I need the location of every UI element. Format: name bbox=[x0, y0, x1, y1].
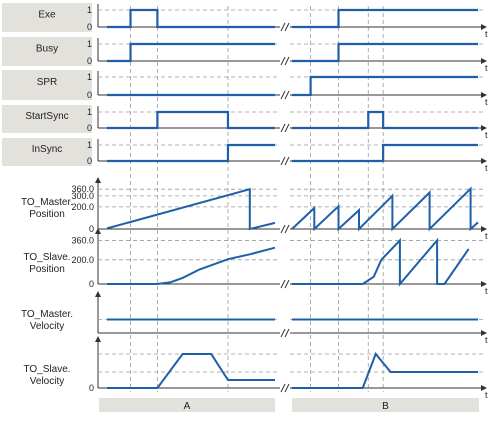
signal-label: TO_Slave. bbox=[23, 252, 70, 263]
axis-arrow bbox=[95, 177, 101, 183]
signal-label-box bbox=[2, 138, 92, 166]
tick-label: 200.0 bbox=[71, 255, 94, 265]
axis-arrow bbox=[95, 228, 101, 234]
tick-label: 0 bbox=[89, 224, 94, 234]
axis-arrow bbox=[481, 226, 487, 232]
axis-arrow bbox=[95, 336, 101, 342]
axis-arrow bbox=[481, 158, 487, 164]
axis-break-mark bbox=[284, 22, 290, 32]
axis-break-mark bbox=[284, 156, 290, 166]
tick-label: 1 bbox=[87, 5, 92, 15]
axis-arrow bbox=[481, 330, 487, 336]
phase-section-label: B bbox=[382, 401, 389, 412]
tick-label: 0 bbox=[87, 22, 92, 32]
axis-arrow bbox=[481, 125, 487, 131]
waveform-insync-left bbox=[107, 143, 275, 163]
signal-label: Exe bbox=[38, 10, 56, 21]
time-axis-label: t bbox=[485, 63, 488, 73]
signal-label: Velocity bbox=[30, 376, 64, 387]
signal-label: Position bbox=[29, 209, 65, 220]
tick-label: 1 bbox=[87, 140, 92, 150]
waveform-exe-right bbox=[292, 8, 478, 29]
curve-3-right bbox=[292, 352, 478, 389]
axis-arrow bbox=[481, 58, 487, 64]
waveform-insync-right bbox=[292, 143, 478, 163]
axis-break-mark bbox=[284, 383, 290, 393]
curve-0-right bbox=[291, 186, 479, 232]
time-axis-label: t bbox=[485, 231, 488, 241]
axis-break-mark bbox=[280, 156, 286, 166]
signal-label-box bbox=[2, 3, 92, 32]
axis-break-mark bbox=[280, 279, 286, 289]
curve-1-left bbox=[107, 246, 276, 285]
waveform-spr-right bbox=[292, 75, 478, 97]
axis-break-mark bbox=[284, 224, 290, 234]
axis-arrow bbox=[481, 385, 487, 391]
signal-label: InSync bbox=[32, 144, 63, 155]
tick-label: 0 bbox=[89, 383, 94, 393]
curve-1-right bbox=[292, 237, 470, 287]
axis-arrow bbox=[481, 281, 487, 287]
tick-label: 0 bbox=[87, 56, 92, 66]
time-axis-label: t bbox=[485, 130, 488, 140]
tick-label: 0 bbox=[89, 279, 94, 289]
phase-section-box bbox=[292, 398, 479, 412]
axis-break-mark bbox=[284, 56, 290, 66]
tick-label: 300.0 bbox=[71, 191, 94, 201]
signal-label-box bbox=[2, 70, 92, 100]
time-axis-label: t bbox=[485, 163, 488, 173]
signal-label: TO_Master. bbox=[21, 309, 73, 320]
curve-3-left bbox=[107, 353, 275, 389]
axis-arrow bbox=[481, 92, 487, 98]
axis-break-mark bbox=[280, 56, 286, 66]
tick-label: 1 bbox=[87, 39, 92, 49]
time-axis-label: t bbox=[485, 335, 488, 345]
waveform-startsync-left bbox=[107, 110, 275, 130]
signal-label: SPR bbox=[37, 77, 58, 88]
axis-break-mark bbox=[280, 383, 286, 393]
axis-break-mark bbox=[284, 90, 290, 100]
tick-label: 1 bbox=[87, 107, 92, 117]
axis-break-mark bbox=[280, 90, 286, 100]
tick-label: 200.0 bbox=[71, 202, 94, 212]
signal-label-box bbox=[2, 37, 92, 66]
axis-break-mark bbox=[280, 224, 286, 234]
signal-label: Busy bbox=[36, 44, 58, 55]
axis-break-mark bbox=[280, 328, 286, 338]
tick-label: 0 bbox=[87, 156, 92, 166]
phase-section-label: A bbox=[184, 401, 191, 412]
curve-0-left bbox=[106, 187, 276, 231]
tick-label: 360.0 bbox=[71, 235, 94, 245]
time-axis-label: t bbox=[485, 390, 488, 400]
time-axis-label: t bbox=[485, 29, 488, 39]
axis-break-mark bbox=[280, 22, 286, 32]
axis-break-mark bbox=[284, 279, 290, 289]
signal-label: Velocity bbox=[30, 321, 64, 332]
tick-label: 1 bbox=[87, 72, 92, 82]
axis-break-mark bbox=[284, 328, 290, 338]
waveform-busy-right bbox=[292, 42, 478, 63]
axis-arrow bbox=[481, 24, 487, 30]
signal-label: Position bbox=[29, 264, 65, 275]
time-axis-label: t bbox=[485, 286, 488, 296]
phase-section-box bbox=[99, 398, 275, 412]
waveform-busy-left bbox=[107, 42, 275, 63]
axis-break-mark bbox=[280, 123, 286, 133]
time-axis-label: t bbox=[485, 97, 488, 107]
signal-label: TO_Master. bbox=[21, 197, 73, 208]
waveform-startsync-right bbox=[292, 110, 478, 130]
tick-label: 0 bbox=[87, 123, 92, 133]
signal-label-box bbox=[2, 105, 92, 133]
signal-label: TO_Slave. bbox=[23, 364, 70, 375]
waveform-exe-left bbox=[107, 8, 275, 29]
axis-arrow bbox=[95, 291, 101, 297]
tick-label: 0 bbox=[87, 90, 92, 100]
signal-label: StartSync bbox=[25, 111, 68, 122]
axis-break-mark bbox=[284, 123, 290, 133]
tick-label: 360.0 bbox=[71, 184, 94, 194]
